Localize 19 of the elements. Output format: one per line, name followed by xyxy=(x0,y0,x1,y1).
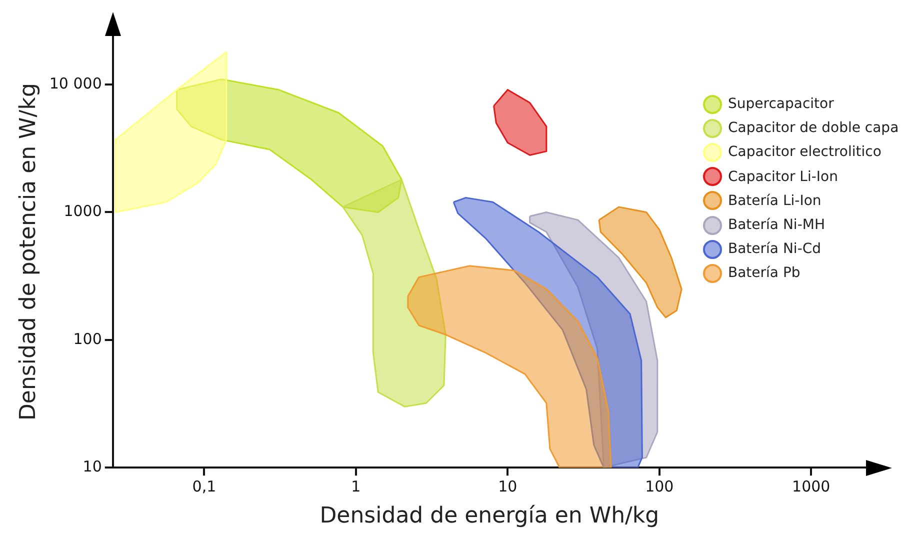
x-tick-label: 100 xyxy=(645,477,674,496)
legend-label: Batería Ni-Cd xyxy=(728,241,822,258)
y-tick-label: 10 xyxy=(82,457,102,476)
y-axis-title: Densidad de potencia en W/kg xyxy=(16,83,41,421)
legend-label: Capacitor de doble capa xyxy=(728,120,899,136)
legend-label: Supercapacitor xyxy=(728,96,834,112)
y-tick-label: 100 xyxy=(73,330,102,348)
legend-label: Batería Li-Ion xyxy=(728,192,822,209)
x-tick-label: 1000 xyxy=(792,477,830,496)
x-tick-label: 0,1 xyxy=(192,477,216,496)
legend-label: Capacitor Li-Ion xyxy=(728,168,838,185)
y-tick-label: 10 000 xyxy=(49,74,102,92)
legend-label: Batería Pb xyxy=(728,265,800,282)
legend-label: Batería Ni-MH xyxy=(728,217,825,234)
x-axis-title: Densidad de energía en Wh/kg xyxy=(320,504,660,529)
x-tick-label: 10 xyxy=(498,477,518,496)
legend-label: Capacitor electrolitico xyxy=(728,144,882,160)
x-tick-label: 1 xyxy=(351,477,361,496)
y-tick-label: 1000 xyxy=(64,202,102,220)
